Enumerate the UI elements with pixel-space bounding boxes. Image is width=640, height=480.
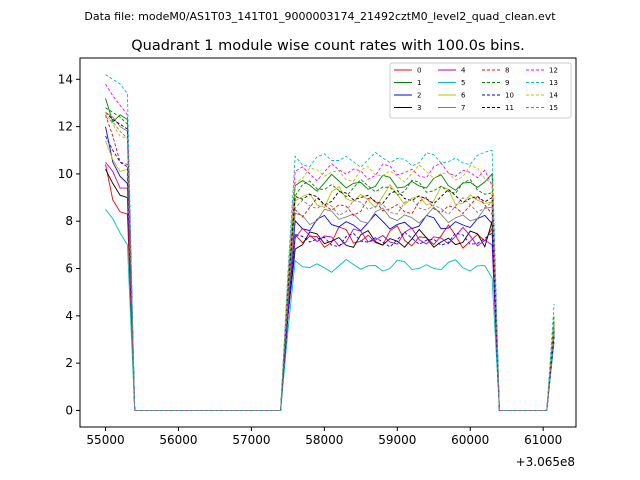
x-tick-label: 60000 (451, 433, 489, 447)
legend-label: 12 (549, 67, 558, 75)
legend-label: 5 (461, 79, 465, 87)
series-line-4 (105, 161, 555, 411)
x-tick-label: 59000 (378, 433, 416, 447)
x-tick-label: 57000 (232, 433, 270, 447)
plot-frame (79, 57, 577, 428)
plot-lines (105, 74, 555, 411)
y-tick-label: 14 (58, 72, 73, 86)
legend-label: 4 (461, 67, 466, 75)
series-line-12 (105, 83, 555, 411)
y-tick-label: 12 (58, 120, 73, 134)
legend-label: 10 (505, 92, 514, 100)
series-line-14 (105, 112, 555, 411)
series-line-13 (105, 74, 555, 411)
series-line-10 (105, 135, 555, 411)
chart-title: Quadrant 1 module wise count rates with … (131, 38, 525, 54)
series-line-8 (105, 114, 555, 411)
legend-label: 1 (417, 79, 421, 87)
series-line-0 (105, 164, 555, 411)
series-line-6 (105, 140, 555, 411)
y-axis: 0 2 4 6 8 10 12 14 (58, 72, 80, 417)
series-line-1 (105, 98, 555, 411)
legend-label: 6 (461, 92, 466, 100)
legend-label: 0 (417, 67, 421, 75)
data-file-label: Data file: modeM0/AS1T03_141T01_90000031… (84, 10, 556, 23)
legend-label: 7 (461, 104, 465, 112)
x-tick-label: 58000 (305, 433, 343, 447)
x-tick-label: 56000 (159, 433, 197, 447)
legend-label: 15 (549, 104, 558, 112)
legend-label: 3 (417, 104, 421, 112)
series-line-7 (105, 112, 555, 411)
x-axis: 55000 56000 57000 58000 59000 60000 61000 (86, 427, 562, 447)
legend-box (389, 62, 572, 119)
x-offset-label: +3.065e8 (516, 455, 575, 469)
y-tick-label: 8 (65, 214, 73, 228)
series-line-9 (105, 107, 555, 411)
legend-label: 8 (505, 67, 509, 75)
legend-label: 14 (549, 92, 558, 100)
y-tick-label: 2 (65, 356, 73, 370)
series-line-15 (105, 116, 555, 411)
x-tick-label: 61000 (524, 433, 562, 447)
series-line-11 (105, 112, 555, 411)
legend-label: 9 (505, 79, 509, 87)
x-tick-label: 55000 (86, 433, 124, 447)
legend-label: 11 (505, 104, 514, 112)
y-tick-label: 6 (65, 262, 73, 276)
y-tick-label: 4 (65, 309, 73, 323)
y-tick-label: 0 (65, 403, 73, 417)
legend-label: 2 (417, 92, 421, 100)
series-line-3 (105, 168, 555, 411)
y-tick-label: 10 (58, 167, 73, 181)
legend-label: 13 (549, 79, 558, 87)
